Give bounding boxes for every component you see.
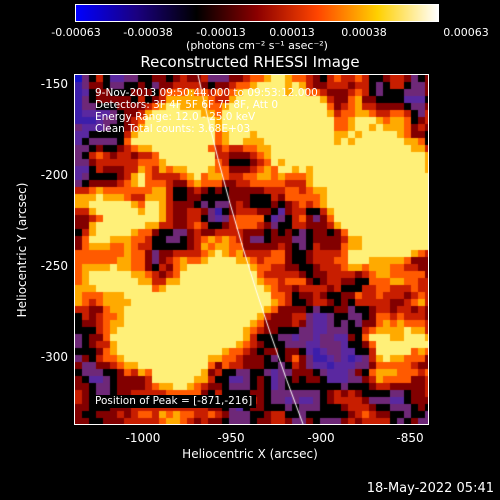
detectors-label: Detectors: 3F 4F 5F 6F 7F 8F, Att 0 (95, 99, 279, 111)
x-tick-label: -1000 (125, 431, 161, 445)
y-tick-label: -200 (40, 168, 68, 182)
x-tick-label: -950 (217, 431, 245, 445)
peak-position-label: Position of Peak = [-871,-216] (91, 395, 257, 408)
plot-title: Reconstructed RHESSI Image (140, 53, 360, 71)
clean-counts-label: Clean Total counts: 3.68E+03 (95, 123, 251, 135)
colorbar-tick-label: -0.00013 (196, 26, 246, 39)
colorbar-tick-label: -0.00063 (51, 26, 101, 39)
colorbar-tick-label: -0.00038 (123, 26, 173, 39)
x-axis-title: Heliocentric X (arcsec) (182, 447, 318, 461)
colorbar-unit: (photons cm⁻² s⁻¹ asec⁻²) (186, 39, 328, 52)
colorbar-tick-label: 0.00063 (443, 26, 489, 39)
colorbar-tick-label: 0.00013 (269, 26, 315, 39)
y-tick-label: -300 (40, 350, 68, 364)
y-tick-label: -150 (40, 77, 68, 91)
plot-frame (74, 74, 429, 425)
rhessi-image (75, 75, 428, 424)
colorbar-tick-label: 0.00038 (341, 26, 387, 39)
x-tick-label: -900 (307, 431, 335, 445)
timestamp: 18-May-2022 05:41 (366, 481, 494, 496)
colorbar (75, 4, 439, 22)
time-range-label: 9-Nov-2013 09:50:44.000 to 09:53:12.000 (95, 87, 318, 99)
y-axis-title: Heliocentric Y (arcsec) (15, 182, 29, 318)
x-tick-label: -850 (396, 431, 424, 445)
y-tick-label: -250 (40, 259, 68, 273)
energy-range-label: Energy Range: 12.0 - 25.0 keV (95, 111, 256, 123)
